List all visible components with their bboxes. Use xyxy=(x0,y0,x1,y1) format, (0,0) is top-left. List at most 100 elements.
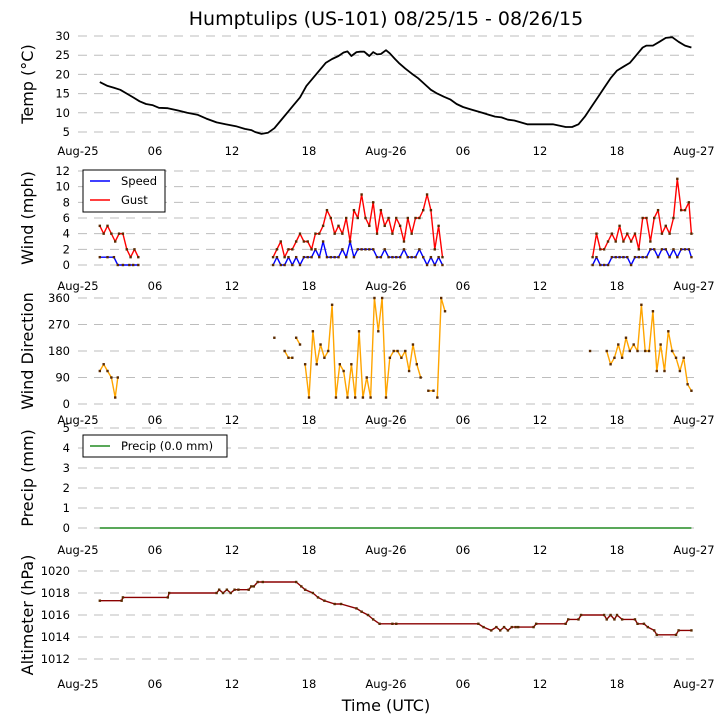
data-point xyxy=(422,208,425,212)
data-point xyxy=(133,248,136,251)
data-point xyxy=(333,232,336,235)
x-tick-label: 12 xyxy=(533,543,548,557)
data-point xyxy=(532,625,535,629)
data-point xyxy=(686,383,689,386)
x-tick-label: 12 xyxy=(533,677,548,691)
data-point xyxy=(415,363,418,366)
data-point xyxy=(364,248,367,251)
data-point xyxy=(261,580,264,584)
data-point xyxy=(306,255,309,259)
data-point xyxy=(514,625,517,629)
data-point xyxy=(377,330,380,333)
data-point xyxy=(614,255,617,259)
data-point xyxy=(636,622,639,625)
data-point xyxy=(653,629,656,632)
data-point xyxy=(117,232,121,235)
data-point xyxy=(676,255,679,259)
data-point xyxy=(310,255,313,259)
y-tick-label: 0 xyxy=(63,397,70,411)
data-point xyxy=(325,255,329,259)
data-point xyxy=(672,216,675,220)
x-tick-label: Aug-25 xyxy=(57,144,98,158)
data-point xyxy=(383,224,386,228)
x-tick-label: Aug-27 xyxy=(673,279,714,293)
data-point xyxy=(114,240,117,243)
data-point xyxy=(341,248,344,251)
y-tick-label: 1014 xyxy=(41,630,70,644)
data-point xyxy=(121,596,125,599)
data-point xyxy=(283,349,286,353)
data-point xyxy=(302,240,306,243)
data-point xyxy=(679,208,683,212)
data-point xyxy=(534,622,538,625)
x-tick-label: 06 xyxy=(148,144,163,158)
x-tick-label: Aug-27 xyxy=(673,413,714,427)
data-point xyxy=(618,224,621,228)
data-point xyxy=(602,263,606,267)
y-tick-label: 2 xyxy=(63,242,70,256)
data-point xyxy=(98,255,102,259)
y-tick-label: 5 xyxy=(63,125,70,139)
data-point xyxy=(368,224,371,228)
data-point xyxy=(677,629,680,632)
data-point xyxy=(433,248,436,251)
data-point xyxy=(329,216,333,220)
data-point xyxy=(110,376,113,379)
data-point xyxy=(316,596,320,599)
data-point xyxy=(275,248,279,251)
data-point xyxy=(614,240,617,243)
data-point xyxy=(620,618,624,621)
y-tick-label: 90 xyxy=(55,371,70,385)
data-point xyxy=(371,201,375,204)
data-point xyxy=(350,363,353,366)
data-point xyxy=(354,396,357,399)
x-tick-label: 12 xyxy=(533,413,548,427)
data-point xyxy=(433,263,436,267)
data-point xyxy=(425,193,429,196)
data-point xyxy=(388,356,392,359)
x-tick-label: 12 xyxy=(225,543,240,557)
data-point xyxy=(567,618,570,621)
x-tick-label: 18 xyxy=(610,677,625,691)
x-tick-label: 18 xyxy=(610,543,625,557)
data-point xyxy=(683,248,687,251)
data-point xyxy=(318,232,321,235)
data-point xyxy=(579,613,583,617)
data-point xyxy=(595,232,598,235)
data-point xyxy=(406,216,410,220)
data-point xyxy=(306,240,309,243)
data-point xyxy=(633,232,637,235)
data-point xyxy=(624,336,628,339)
y-tick-label: 20 xyxy=(55,67,70,81)
series-line xyxy=(436,297,446,398)
y-tick-label: 4 xyxy=(63,441,70,455)
data-point xyxy=(360,248,363,251)
data-point xyxy=(411,343,415,346)
data-point xyxy=(410,232,413,235)
data-point xyxy=(495,625,498,629)
data-point xyxy=(128,263,131,267)
data-point xyxy=(287,248,290,251)
data-point xyxy=(291,356,294,359)
data-point xyxy=(610,232,614,235)
data-point xyxy=(329,255,333,259)
x-tick-label: Aug-25 xyxy=(57,677,98,691)
data-point xyxy=(391,255,394,259)
data-point xyxy=(294,255,298,259)
data-point xyxy=(114,396,117,399)
x-tick-label: Aug-26 xyxy=(365,144,406,158)
data-point xyxy=(613,356,616,359)
data-point xyxy=(121,263,125,267)
legend-precip: Precip (0.0 mm) xyxy=(82,434,228,458)
x-tick-label: 06 xyxy=(148,279,163,293)
data-point xyxy=(321,240,325,243)
data-point xyxy=(371,618,375,621)
x-tick-label: 18 xyxy=(302,677,317,691)
data-point xyxy=(379,208,383,212)
data-point xyxy=(303,363,307,366)
data-point xyxy=(591,263,594,267)
data-point xyxy=(687,201,691,204)
data-point xyxy=(98,224,102,228)
data-point xyxy=(125,248,128,251)
data-point xyxy=(668,232,671,235)
